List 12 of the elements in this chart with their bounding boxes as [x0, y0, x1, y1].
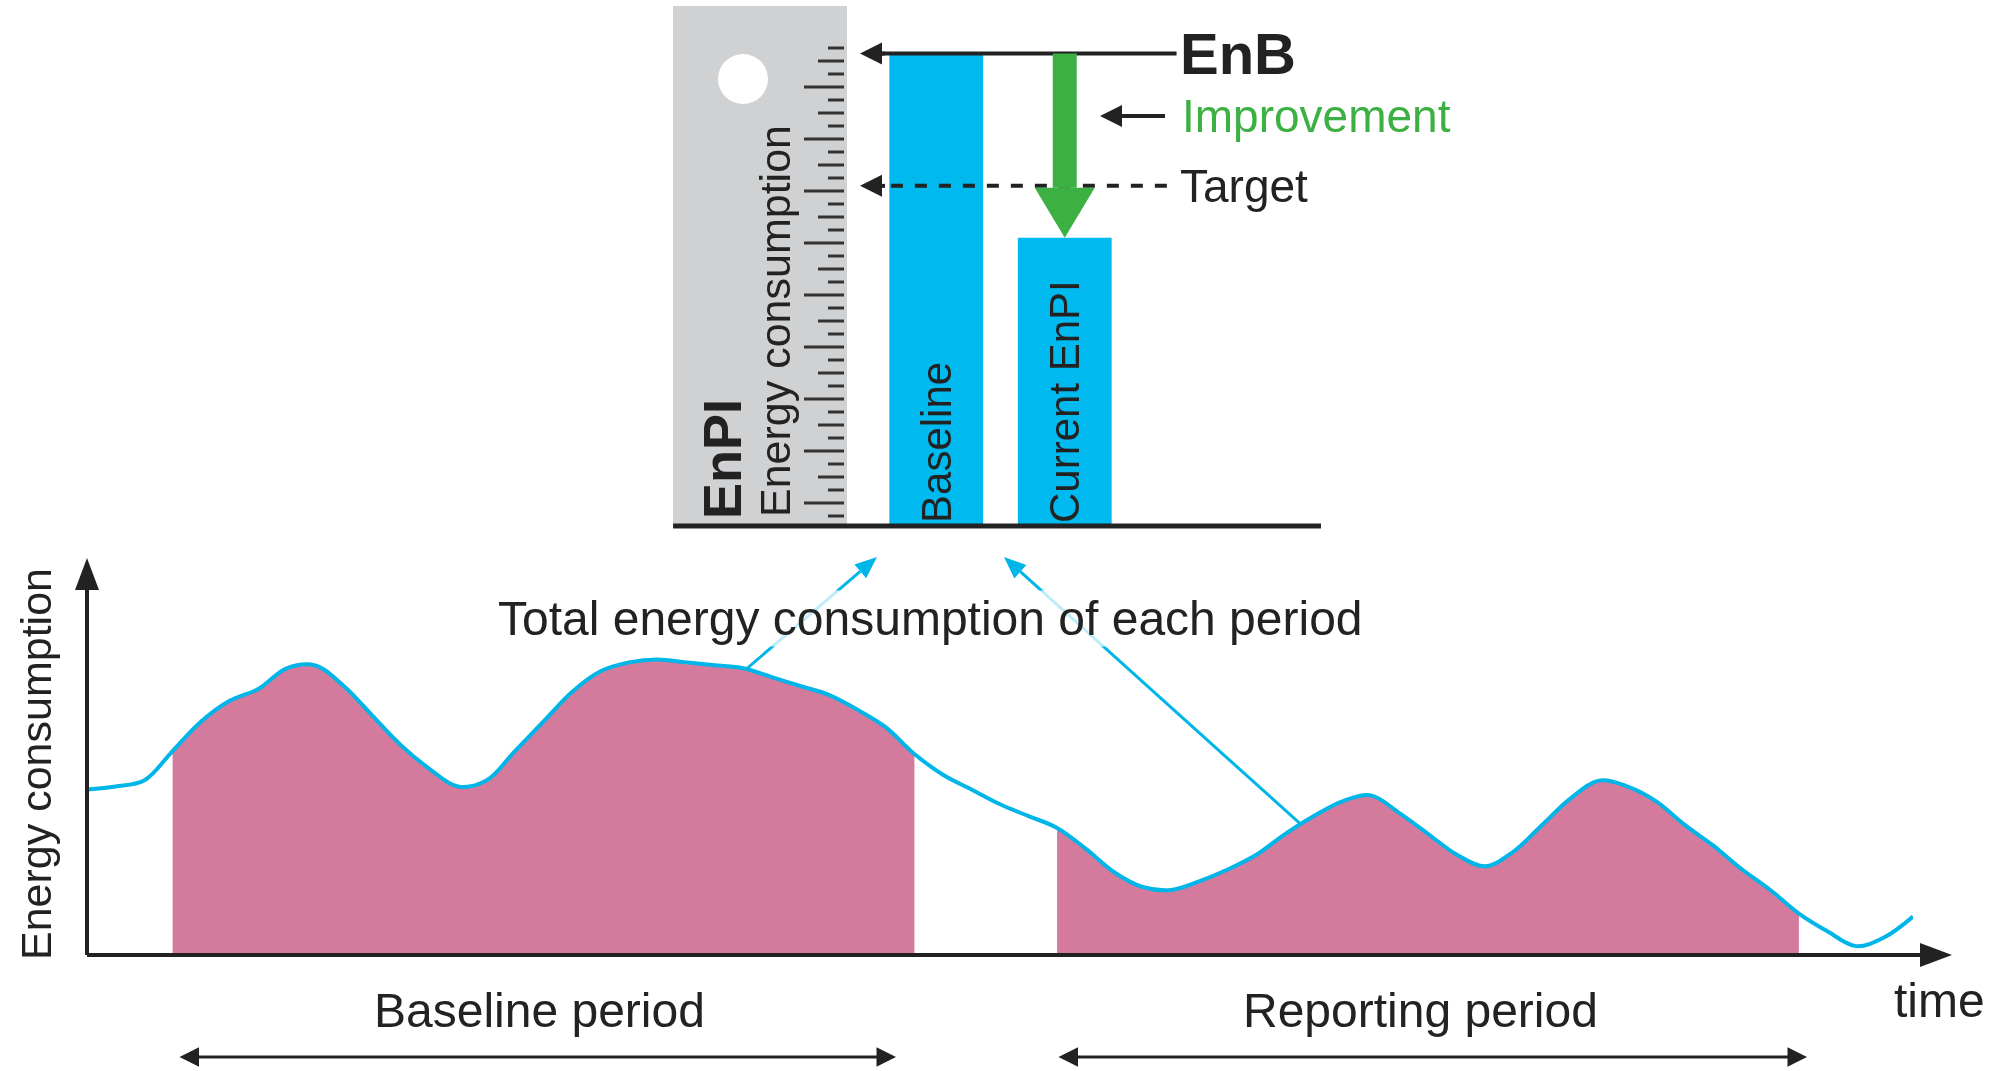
text: Improvement — [1182, 90, 1451, 142]
ref-line-label: EnB — [1180, 21, 1296, 86]
x-tick-label: Baseline — [912, 361, 960, 523]
y-axis-title: Energy consumption — [751, 125, 799, 517]
text: EnPI — [692, 398, 752, 519]
y-axis-title: Energy consumption — [12, 568, 60, 960]
x-axis-title: time — [1894, 974, 1985, 1027]
ref-line-label: Target — [1180, 160, 1309, 212]
x-tick-label: Current EnPI — [1041, 280, 1089, 523]
text: Baseline period — [374, 984, 705, 1037]
text: Total energy consumption of each period — [498, 592, 1363, 645]
text: Reporting period — [1243, 984, 1598, 1037]
